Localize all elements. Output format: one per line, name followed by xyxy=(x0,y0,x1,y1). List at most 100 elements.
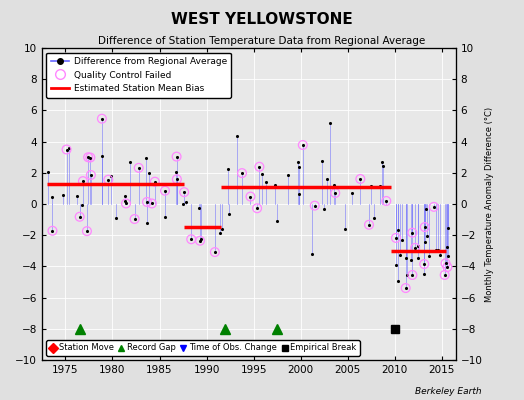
Point xyxy=(326,120,334,126)
Point xyxy=(420,261,429,267)
Point xyxy=(398,237,406,243)
Point xyxy=(408,272,417,278)
Point xyxy=(97,152,106,159)
Point xyxy=(75,214,84,220)
Point xyxy=(151,178,159,185)
Point xyxy=(84,154,92,160)
Point xyxy=(401,285,410,291)
Point xyxy=(187,236,195,242)
Point xyxy=(172,169,180,175)
Point xyxy=(161,188,169,194)
Text: Berkeley Earth: Berkeley Earth xyxy=(416,387,482,396)
Point xyxy=(443,243,452,250)
Point xyxy=(196,238,204,244)
Point xyxy=(182,199,190,205)
Point xyxy=(382,198,390,204)
Point xyxy=(180,189,188,195)
Point xyxy=(392,235,400,241)
Text: WEST YELLOWSTONE: WEST YELLOWSTONE xyxy=(171,12,353,27)
Point xyxy=(356,176,365,182)
Point xyxy=(122,200,130,207)
Point xyxy=(403,272,411,278)
Point xyxy=(253,205,261,212)
Point xyxy=(62,146,71,153)
Point xyxy=(86,172,95,178)
Point xyxy=(401,285,410,291)
Point xyxy=(423,233,432,240)
Point xyxy=(180,189,188,195)
Point xyxy=(394,226,402,233)
Point xyxy=(413,254,422,261)
Point xyxy=(211,249,219,255)
Point xyxy=(392,262,400,268)
Point xyxy=(83,228,91,234)
Point xyxy=(331,190,340,196)
Point xyxy=(224,166,232,172)
Point xyxy=(424,252,433,259)
Point xyxy=(48,193,56,200)
Point xyxy=(216,230,224,236)
Point xyxy=(330,182,338,189)
Point xyxy=(62,146,71,153)
Point xyxy=(253,205,261,212)
Point xyxy=(135,165,143,171)
Point xyxy=(121,197,129,204)
Point xyxy=(284,172,292,178)
Point xyxy=(320,206,329,212)
Point xyxy=(86,154,94,161)
Point xyxy=(402,255,410,261)
Point xyxy=(65,144,73,151)
Point xyxy=(323,176,331,183)
Point xyxy=(135,165,143,171)
Point xyxy=(331,190,340,196)
Point xyxy=(421,224,429,230)
Legend: Station Move, Record Gap, Time of Obs. Change, Empirical Break: Station Move, Record Gap, Time of Obs. C… xyxy=(46,340,360,356)
Point xyxy=(112,215,121,222)
Point xyxy=(148,200,156,207)
Point xyxy=(294,159,302,165)
Point xyxy=(173,176,181,182)
Point xyxy=(443,264,452,270)
Point xyxy=(84,154,92,160)
Point xyxy=(379,162,388,169)
Point xyxy=(48,228,57,234)
Point xyxy=(143,199,151,205)
Point xyxy=(365,222,373,228)
Point xyxy=(130,216,139,222)
Point xyxy=(370,215,379,222)
Point xyxy=(86,154,94,161)
Point xyxy=(443,253,452,259)
Point xyxy=(255,164,264,170)
Point xyxy=(172,154,181,160)
Point xyxy=(318,158,326,164)
Point xyxy=(382,198,390,204)
Y-axis label: Monthly Temperature Anomaly Difference (°C): Monthly Temperature Anomaly Difference (… xyxy=(485,106,494,302)
Point xyxy=(179,201,187,207)
Point xyxy=(257,171,266,178)
Point xyxy=(104,176,113,183)
Point xyxy=(430,204,438,210)
Point xyxy=(422,206,430,212)
Point xyxy=(97,116,106,122)
Point xyxy=(79,178,87,184)
Point xyxy=(411,245,419,251)
Point xyxy=(365,222,373,228)
Point xyxy=(161,188,169,194)
Point xyxy=(161,214,169,220)
Point xyxy=(441,260,450,266)
Point xyxy=(299,142,307,148)
Point xyxy=(233,132,242,139)
Point xyxy=(73,193,81,200)
Point xyxy=(148,200,156,207)
Point xyxy=(255,164,264,170)
Point xyxy=(83,228,91,234)
Point xyxy=(238,170,246,176)
Point xyxy=(411,245,419,251)
Point xyxy=(130,216,139,222)
Point xyxy=(299,142,307,148)
Point xyxy=(441,260,450,266)
Point xyxy=(367,182,375,189)
Point xyxy=(197,236,205,242)
Point xyxy=(420,239,429,246)
Point xyxy=(143,220,151,226)
